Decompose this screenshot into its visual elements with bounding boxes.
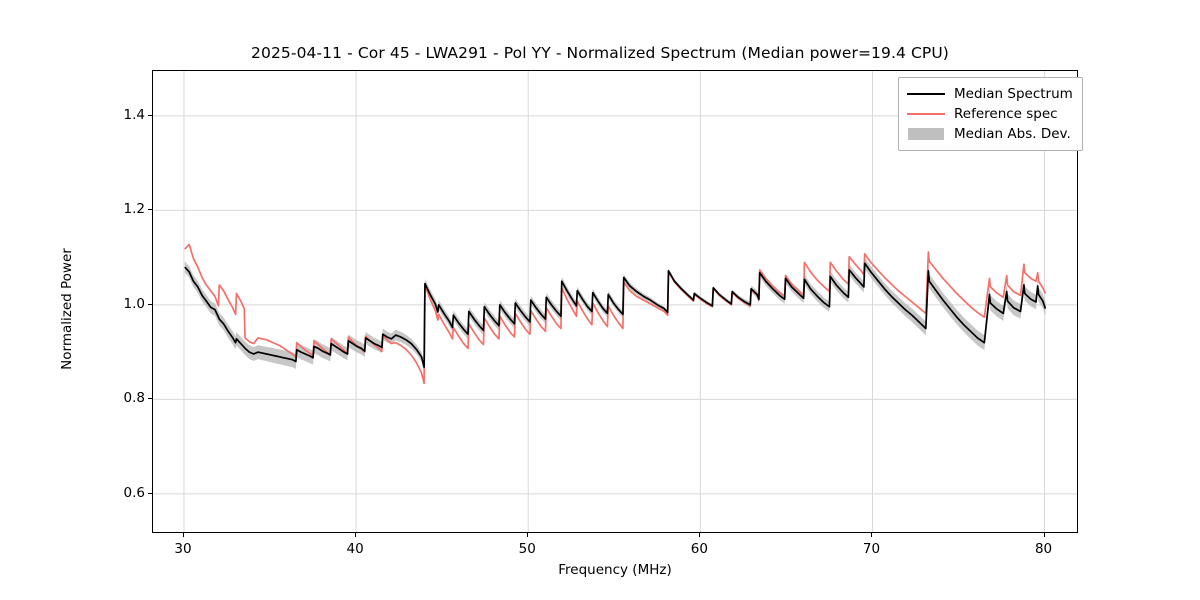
legend-label: Median Spectrum xyxy=(954,86,1073,102)
y-tick-label: 1.4 xyxy=(123,106,145,123)
y-axis-label: Normalized Power xyxy=(59,248,75,370)
x-tick-mark xyxy=(355,533,357,537)
y-tick-label: 0.6 xyxy=(123,484,145,501)
x-tick-mark xyxy=(1043,533,1045,537)
legend-line-icon xyxy=(907,107,945,121)
y-tick-label: 0.8 xyxy=(123,390,145,407)
legend-label: Median Abs. Dev. xyxy=(954,126,1071,142)
chart-legend[interactable]: Median Spectrum Reference spec Median Abs.… xyxy=(898,77,1083,151)
median-abs-dev-band xyxy=(184,257,1046,372)
median-spectrum-line xyxy=(184,262,1047,369)
x-tick-label: 30 xyxy=(174,541,192,557)
legend-item[interactable]: Median Abs. Dev. xyxy=(907,124,1073,144)
x-tick-label: 50 xyxy=(518,541,536,557)
spectrum-plot xyxy=(153,71,1077,532)
legend-label: Reference spec xyxy=(954,106,1058,122)
x-tick-label: 40 xyxy=(346,541,364,557)
x-tick-mark xyxy=(871,533,873,537)
y-tick-mark xyxy=(148,209,152,211)
y-tick-label: 1.2 xyxy=(123,201,145,218)
x-tick-mark xyxy=(527,533,529,537)
y-tick-mark xyxy=(148,398,152,400)
x-axis-label: Frequency (MHz) xyxy=(558,562,672,578)
x-tick-mark xyxy=(699,533,701,537)
legend-item[interactable]: Reference spec xyxy=(907,104,1073,124)
x-tick-label: 60 xyxy=(690,541,708,557)
y-tick-mark xyxy=(148,114,152,116)
y-tick-mark xyxy=(148,303,152,305)
legend-item[interactable]: Median Spectrum xyxy=(907,84,1073,104)
y-tick-label: 1.0 xyxy=(123,295,145,312)
x-tick-label: 80 xyxy=(1034,541,1053,557)
x-tick-mark xyxy=(182,533,184,537)
chart-title: 2025-04-11 - Cor 45 - LWA291 - Pol YY - … xyxy=(251,44,949,62)
x-tick-label: 70 xyxy=(862,541,881,557)
legend-patch-icon xyxy=(907,127,945,141)
y-tick-mark xyxy=(148,492,152,494)
legend-line-icon xyxy=(907,87,945,101)
